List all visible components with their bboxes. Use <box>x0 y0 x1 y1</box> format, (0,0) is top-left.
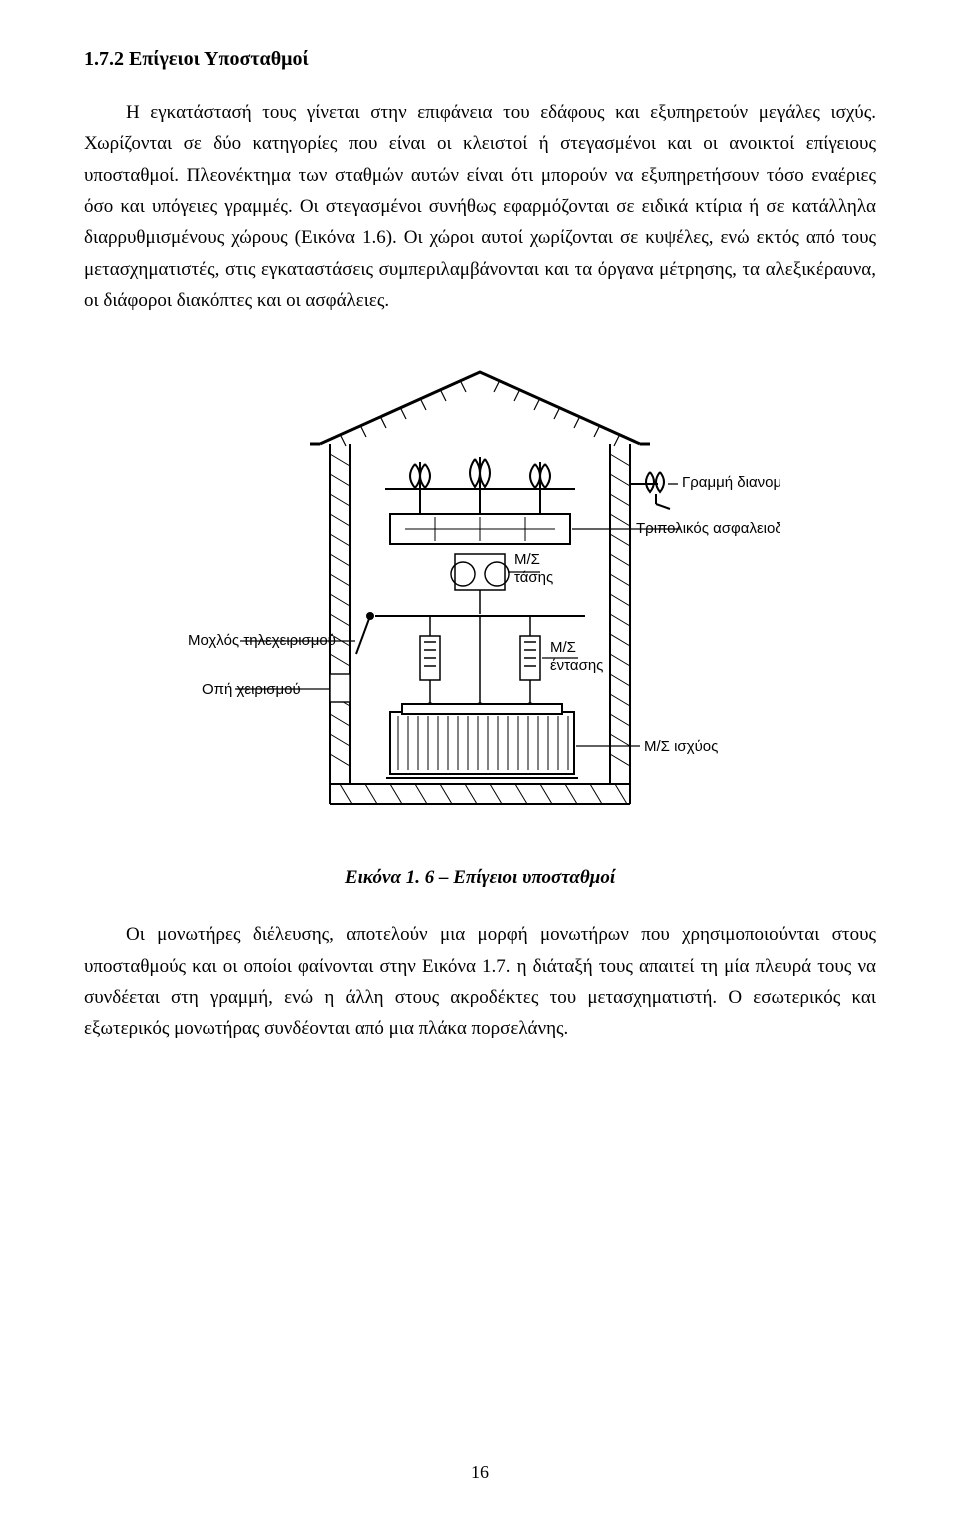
page-number: 16 <box>0 1462 960 1483</box>
label-opening: Οπή χειρισμού <box>202 681 301 698</box>
label-ms-current-1: Μ/Σ <box>550 639 576 656</box>
label-ms-power: Μ/Σ ισχύος <box>644 738 718 755</box>
section-heading: 1.7.2 Επίγειοι Υποσταθμοί <box>84 48 876 71</box>
label-ms-voltage-1: Μ/Σ <box>514 551 540 568</box>
figure-caption: Εικόνα 1. 6 – Επίγειοι υποσταθμοί <box>84 867 876 889</box>
label-lv-line: Γραμμή διανομής Χ.Τ <box>682 474 780 491</box>
substation-diagram: Γραμμή διανομής Χ.Τ Τριπολικός ασφαλειοδ… <box>180 354 780 834</box>
paragraph-2: Οι μονωτήρες διέλευσης, αποτελούν μια μο… <box>84 919 876 1044</box>
label-lever: Μοχλός τηλεχειρισμού <box>188 632 336 649</box>
label-ms-current-2: έντασης <box>550 657 603 674</box>
label-ms-voltage-2: τάσης <box>514 569 553 586</box>
label-tripole: Τριπολικός ασφαλειοδιακόπτης <box>636 520 780 537</box>
figure-container: Γραμμή διανομής Χ.Τ Τριπολικός ασφαλειοδ… <box>84 354 876 889</box>
paragraph-1: Η εγκατάστασή τους γίνεται στην επιφάνει… <box>84 97 876 316</box>
